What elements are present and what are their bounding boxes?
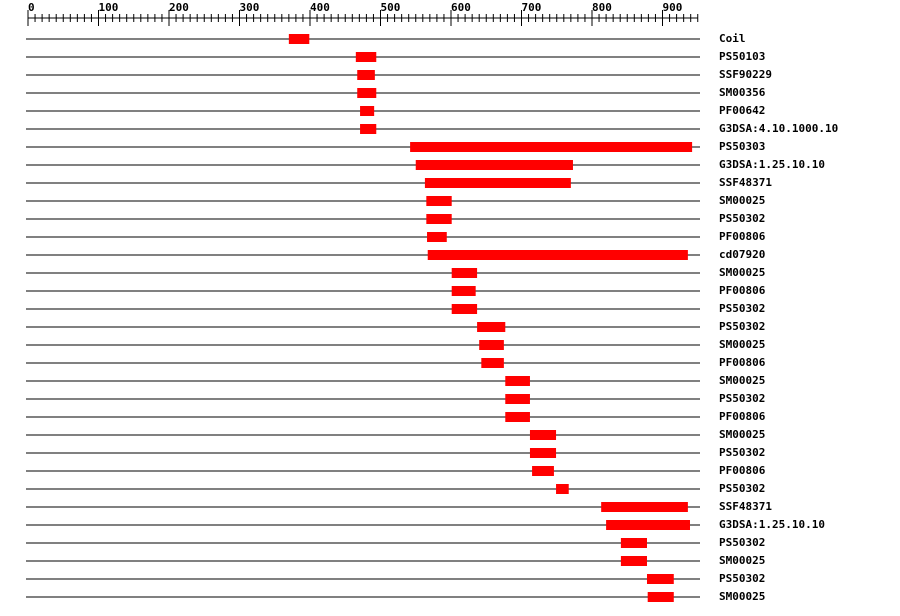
domain-bar: [620, 556, 647, 566]
row-label: PS50103: [719, 50, 765, 63]
x-tick-label: 300: [240, 1, 260, 14]
row-label: SM00025: [719, 590, 765, 603]
row-label: G3DSA:1.25.10.10: [719, 158, 825, 171]
domain-bar: [505, 412, 530, 422]
domain-bar: [647, 592, 674, 602]
row-label: cd07920: [719, 248, 765, 261]
domain-bar: [532, 466, 554, 476]
domain-bar: [355, 52, 377, 62]
domain-bar: [556, 484, 569, 494]
row-label: PF00642: [719, 104, 765, 117]
x-tick-label: 400: [310, 1, 330, 14]
domain-bar: [505, 394, 530, 404]
domain-bar: [479, 340, 504, 350]
domain-bar: [601, 502, 688, 512]
x-tick-label: 700: [522, 1, 542, 14]
row-label: SM00025: [719, 428, 765, 441]
x-tick-label: 800: [592, 1, 612, 14]
x-tick-label: 500: [381, 1, 401, 14]
domain-bar: [620, 538, 647, 548]
domain-bar: [529, 448, 557, 458]
row-label: SM00025: [719, 338, 765, 351]
x-tick-label: 200: [169, 1, 189, 14]
row-label: PF00806: [719, 410, 766, 423]
row-label: PF00806: [719, 230, 766, 243]
domain-bar: [481, 358, 504, 368]
row-label: PS50302: [719, 482, 765, 495]
row-label: PS50303: [719, 140, 765, 153]
domain-bar: [360, 124, 377, 134]
row-label: G3DSA:4.10.1000.10: [719, 122, 838, 135]
row-label: PS50302: [719, 536, 765, 549]
row-label: PS50302: [719, 212, 765, 225]
domain-bar: [426, 214, 452, 224]
row-label: SM00356: [719, 86, 766, 99]
row-label: SM00025: [719, 194, 765, 207]
domain-bar: [427, 250, 688, 260]
domain-bar: [357, 88, 377, 98]
row-label: PS50302: [719, 392, 765, 405]
domain-bar: [529, 430, 557, 440]
row-label: G3DSA:1.25.10.10: [719, 518, 825, 531]
row-label: SM00025: [719, 374, 765, 387]
row-label: SSF90229: [719, 68, 772, 81]
row-label: PS50302: [719, 302, 765, 315]
domain-bar: [646, 574, 674, 584]
domain-bar: [606, 520, 690, 530]
domain-bar: [451, 286, 476, 296]
row-label: PS50302: [719, 320, 765, 333]
row-label: PS50302: [719, 572, 765, 585]
domain-bar: [451, 268, 478, 278]
domain-bar: [451, 304, 478, 314]
row-label: PS50302: [719, 446, 765, 459]
domain-bar: [477, 322, 506, 332]
domain-bar: [360, 106, 375, 116]
row-label: SSF48371: [719, 176, 772, 189]
domain-bar: [357, 70, 375, 80]
domain-bar: [415, 160, 573, 170]
domain-bar: [426, 196, 452, 206]
domain-bar: [410, 142, 693, 152]
x-tick-label: 100: [99, 1, 119, 14]
domain-bar: [424, 178, 571, 188]
row-label: PF00806: [719, 356, 766, 369]
row-label: PF00806: [719, 464, 766, 477]
row-label: PF00806: [719, 284, 766, 297]
x-tick-label: 900: [663, 1, 683, 14]
row-label: SM00025: [719, 554, 765, 567]
domain-bar: [505, 376, 530, 386]
x-tick-label: 0: [28, 1, 35, 14]
row-label: SM00025: [719, 266, 765, 279]
domain-bar: [288, 34, 310, 44]
x-tick-label: 600: [451, 1, 471, 14]
domain-bar: [427, 232, 447, 242]
row-label: SSF48371: [719, 500, 772, 513]
row-label: Coil: [719, 32, 746, 45]
